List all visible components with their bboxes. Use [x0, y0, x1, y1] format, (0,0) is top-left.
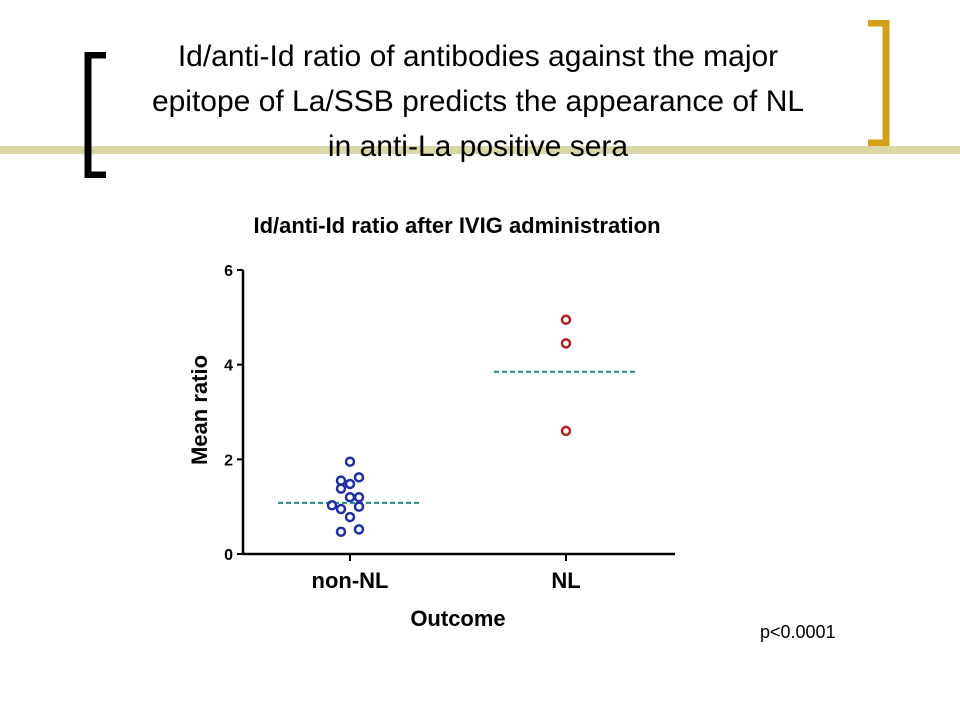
data-point — [335, 503, 347, 515]
data-point — [344, 456, 356, 467]
data-point — [560, 314, 572, 325]
y-tick-label: 2 — [224, 452, 233, 469]
p-value: p<0.0001 — [760, 622, 836, 642]
data-points — [326, 314, 572, 538]
axes — [241, 270, 675, 556]
left-bracket — [84, 52, 106, 178]
x-axis-label: Outcome — [410, 606, 505, 631]
data-point — [344, 511, 356, 523]
data-point — [344, 478, 356, 490]
title-line-1: Id/anti-Id ratio of antibodies against t… — [177, 40, 779, 73]
y-tick-label: 6 — [224, 263, 233, 280]
y-ticks: 0 2 4 6 — [224, 263, 243, 564]
data-point — [560, 425, 572, 437]
data-point — [353, 501, 365, 512]
data-point — [560, 338, 572, 349]
y-axis-label: Mean ratio — [187, 355, 212, 465]
title-line-3: in anti-La positive sera — [327, 130, 629, 163]
y-tick-label: 0 — [224, 547, 233, 564]
title-line-2: epitope of La/SSB predicts the appearanc… — [151, 85, 805, 118]
data-point — [335, 526, 347, 538]
slide-title: Id/anti-Id ratio of antibodies against t… — [100, 34, 856, 169]
title-accent-bar — [0, 146, 960, 154]
x-tick-label: non-NL — [312, 568, 389, 593]
right-bracket — [868, 20, 890, 146]
data-point — [335, 483, 347, 494]
data-point — [353, 524, 365, 535]
x-tick-label: NL — [551, 568, 580, 593]
data-point — [344, 491, 356, 503]
data-point — [326, 499, 338, 511]
x-ticks: non-NL NL — [312, 554, 581, 593]
chart-title: Id/anti-Id ratio after IVIG administrati… — [253, 213, 660, 238]
y-tick-label: 4 — [224, 358, 233, 375]
data-point — [353, 472, 365, 483]
median-lines — [278, 370, 638, 504]
data-point — [353, 491, 365, 503]
